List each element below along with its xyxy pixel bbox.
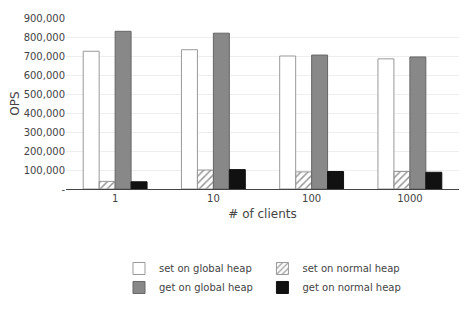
svg-text:1: 1 (112, 193, 118, 204)
svg-text:400,000: 400,000 (24, 108, 65, 119)
svg-text:900,000: 900,000 (24, 13, 65, 24)
svg-text:1000: 1000 (397, 193, 422, 204)
svg-text:500,000: 500,000 (24, 89, 65, 100)
svg-text:get on normal heap: get on normal heap (302, 282, 400, 293)
svg-text:600,000: 600,000 (24, 70, 65, 81)
svg-text:set on global heap: set on global heap (159, 263, 252, 274)
svg-text:300,000: 300,000 (24, 127, 65, 138)
svg-text:-: - (61, 184, 65, 195)
svg-text:# of clients: # of clients (228, 207, 296, 221)
svg-text:800,000: 800,000 (24, 32, 65, 43)
svg-text:700,000: 700,000 (24, 51, 65, 62)
svg-text:100: 100 (302, 193, 321, 204)
svg-text:100,000: 100,000 (24, 165, 65, 176)
svg-text:OPS: OPS (8, 91, 22, 115)
svg-text:set on normal heap: set on normal heap (302, 263, 399, 274)
svg-text:10: 10 (207, 193, 220, 204)
svg-text:get on global heap: get on global heap (159, 282, 253, 293)
svg-text:200,000: 200,000 (24, 146, 65, 157)
